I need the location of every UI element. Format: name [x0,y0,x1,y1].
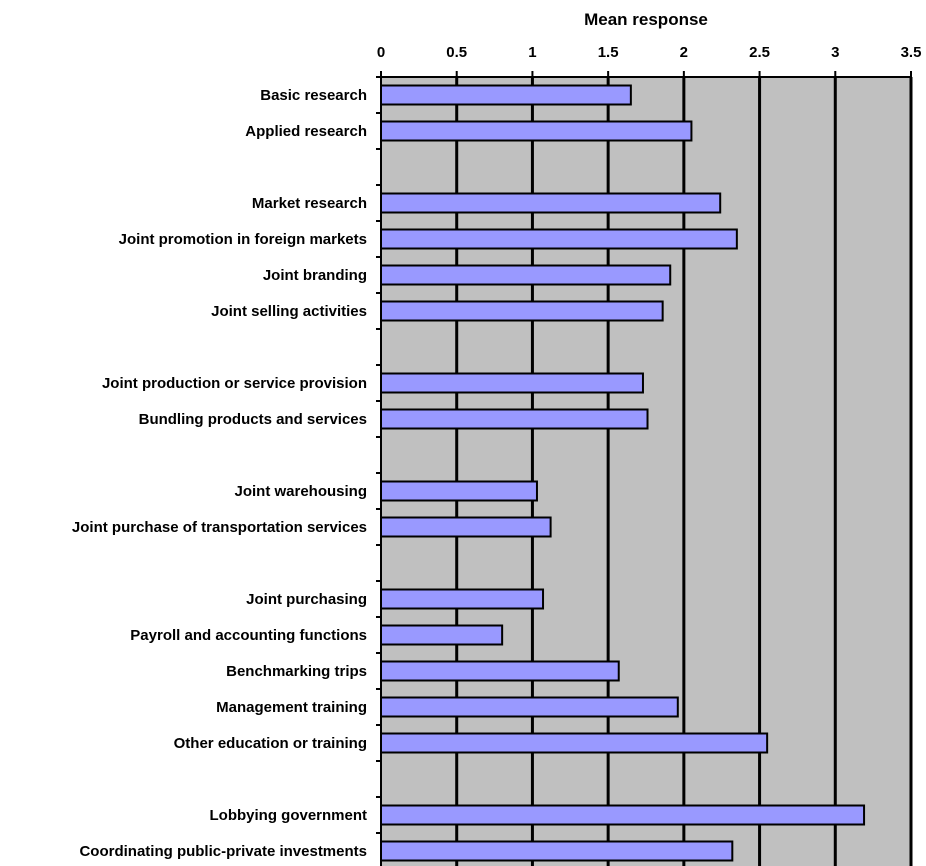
bar [380,264,672,286]
category-label: Joint promotion in foreign markets [119,231,367,248]
bar [380,516,552,538]
x-tick-label: 3 [831,44,839,61]
bar [380,408,649,430]
category-label: Joint selling activities [211,303,367,320]
category-label: Basic research [260,87,367,104]
bar [380,624,504,646]
bar [380,480,538,502]
bar [380,84,632,106]
category-label: Management training [216,699,367,716]
category-label: Bundling products and services [139,411,367,428]
category-label: Joint production or service provision [102,375,367,392]
category-label: Joint branding [263,267,367,284]
bar [380,804,866,826]
bar [380,228,738,250]
x-tick-label: 1.5 [598,44,619,61]
x-tick-label: 0.5 [446,44,467,61]
x-tick-label: 3.5 [901,44,922,61]
x-axis-title: Mean response [584,10,708,29]
category-label: Payroll and accounting functions [130,627,367,644]
bar [380,660,620,682]
x-tick-label: 0 [377,44,385,61]
category-label: Lobbying government [210,807,368,824]
bar [380,372,644,394]
category-labels: Basic research Applied research Market res… [72,87,367,860]
y-axis-ticks [376,76,381,834]
category-label: Other education or training [174,735,367,752]
bar [380,192,722,214]
x-tick-label: 1 [528,44,536,61]
bar [380,696,679,718]
category-label: Joint purchase of transportation service… [72,519,367,536]
category-label: Joint warehousing [234,483,367,500]
category-label: Benchmarking trips [226,663,367,680]
bar [380,840,734,862]
bar [380,588,545,610]
x-tick-label: 2.5 [749,44,770,61]
category-label: Applied research [245,123,367,140]
x-tick-label: 2 [680,44,688,61]
bar [380,300,664,322]
category-label: Joint purchasing [246,591,367,608]
bar [380,120,693,142]
category-label: Coordinating public-private investments [79,843,367,860]
bar [380,732,769,754]
category-label: Market research [252,195,367,212]
x-tick-labels: 0 0.5 1 1.5 2 2.5 3 3.5 [377,44,922,77]
bars [380,84,866,862]
